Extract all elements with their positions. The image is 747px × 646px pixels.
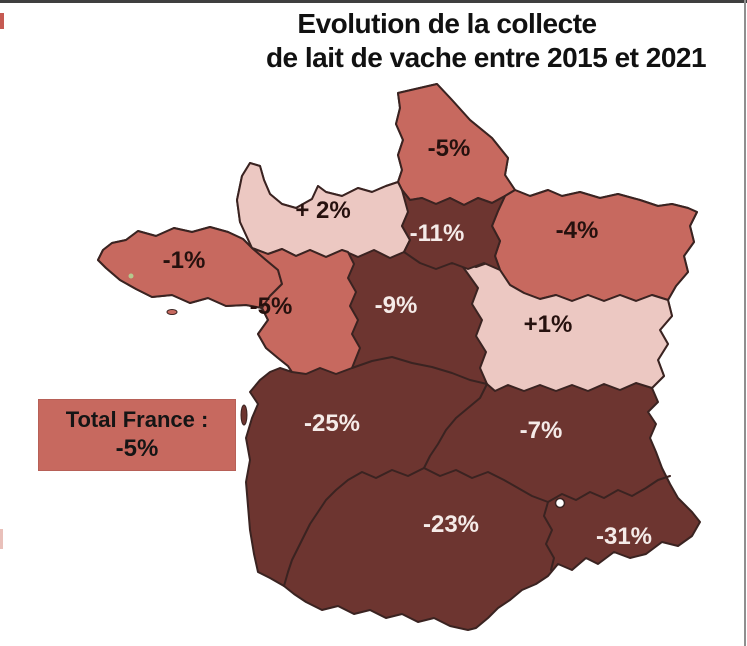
- chart-title-line1: Evolution de la collecte: [297, 8, 597, 39]
- border-nouvelle-aquitaine-occitanie: [283, 467, 425, 587]
- region-label-bretagne: -1%: [162, 247, 206, 274]
- border-auvergne-rhone-alpes-paca: [547, 475, 671, 503]
- island-belle-ile: [166, 309, 178, 315]
- region-label-auvergne-rhone-alpes: -7%: [519, 417, 563, 444]
- region-label-hauts-de-france: -5%: [427, 135, 471, 162]
- white-dot-rhone-junction: [554, 497, 566, 509]
- border-nouvelle-aquitaine-auvergne-rhone-alpes: [423, 383, 488, 469]
- region-label-pays-de-la-loire: -5%: [249, 293, 293, 320]
- right-frame-line: [744, 0, 746, 646]
- region-label-normandie: + 2%: [295, 197, 351, 224]
- region-label-ile-de-france: -11%: [409, 220, 465, 247]
- region-shape-bourgogne-franche-comte: [459, 261, 673, 392]
- region-label-centre-val-de-loire: -9%: [374, 292, 418, 319]
- region-shape-ile-de-france: [401, 189, 506, 271]
- top-frame-line: [0, 0, 747, 3]
- left-edge-red-mark: [0, 13, 4, 29]
- region-label-grand-est: -4%: [555, 217, 599, 244]
- legend-label: Total France :: [65, 407, 209, 432]
- interior-region-borders: [283, 356, 671, 587]
- region-shape-grand-est: [491, 189, 698, 302]
- legend-value: -5%: [115, 435, 159, 462]
- region-label-bourgogne: +1%: [523, 311, 573, 338]
- border-occitanie-paca: [543, 501, 555, 571]
- region-label-nouvelle-aquitaine: -25%: [303, 410, 361, 437]
- chart-title-line2: de lait de vache entre 2015 et 2021: [265, 42, 707, 73]
- island-oleron: [240, 404, 248, 426]
- border-centre-nouvelle-aquitaine: [351, 356, 488, 385]
- left-edge-pink-mark: [0, 529, 3, 549]
- region-label-paca: -31%: [595, 523, 653, 550]
- legend-total-france: Total France : -5%: [38, 399, 236, 471]
- border-occitanie-auvergne-rhone-alpes: [423, 467, 549, 503]
- green-speck-bretagne: [128, 273, 134, 279]
- region-label-occitanie: -23%: [422, 511, 480, 538]
